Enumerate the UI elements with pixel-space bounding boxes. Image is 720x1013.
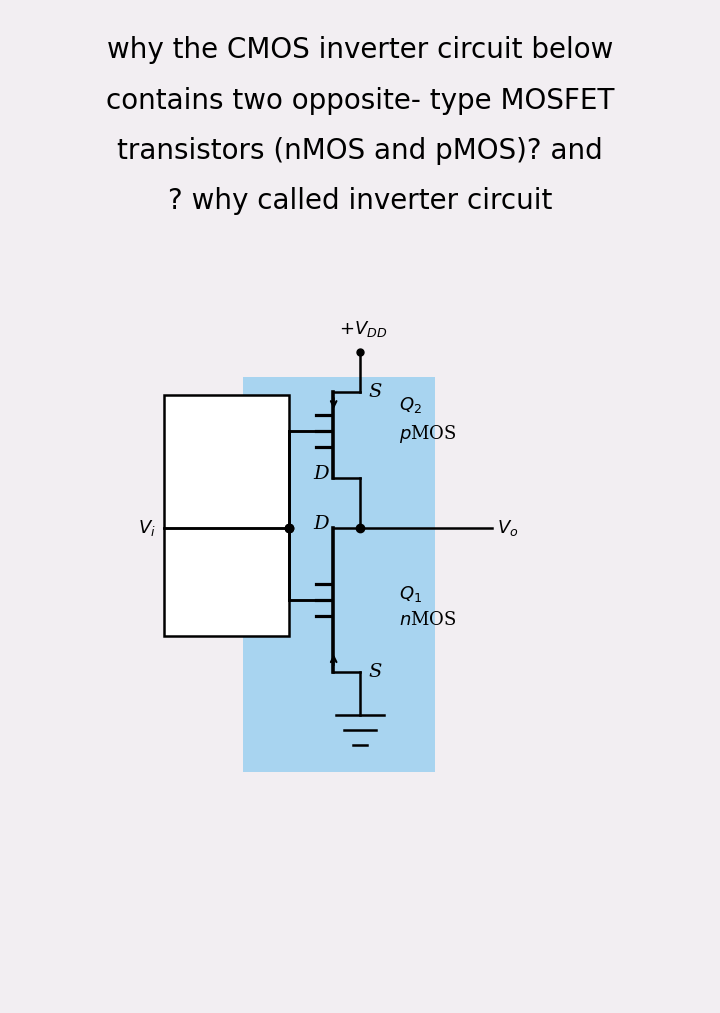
Text: D: D — [314, 516, 329, 534]
Text: D: D — [314, 465, 329, 483]
Text: G: G — [265, 422, 280, 441]
Text: $V_o$: $V_o$ — [498, 518, 519, 538]
Text: $V_i$: $V_i$ — [138, 518, 156, 538]
Text: $Q_1$
$n$MOS: $Q_1$ $n$MOS — [399, 585, 456, 629]
Text: S: S — [369, 663, 382, 681]
Text: G: G — [265, 591, 280, 609]
Text: transistors (nMOS and pMOS)? and: transistors (nMOS and pMOS)? and — [117, 137, 603, 165]
Text: contains two opposite- type MOSFET: contains two opposite- type MOSFET — [106, 87, 614, 114]
Text: why the CMOS inverter circuit below: why the CMOS inverter circuit below — [107, 36, 613, 65]
Text: $+V_{DD}$: $+V_{DD}$ — [339, 319, 387, 339]
Text: $Q_2$
$p$MOS: $Q_2$ $p$MOS — [399, 395, 456, 446]
Text: ? why called inverter circuit: ? why called inverter circuit — [168, 187, 552, 215]
Text: S: S — [369, 383, 382, 401]
Bar — [243, 377, 435, 772]
Bar — [164, 395, 289, 636]
